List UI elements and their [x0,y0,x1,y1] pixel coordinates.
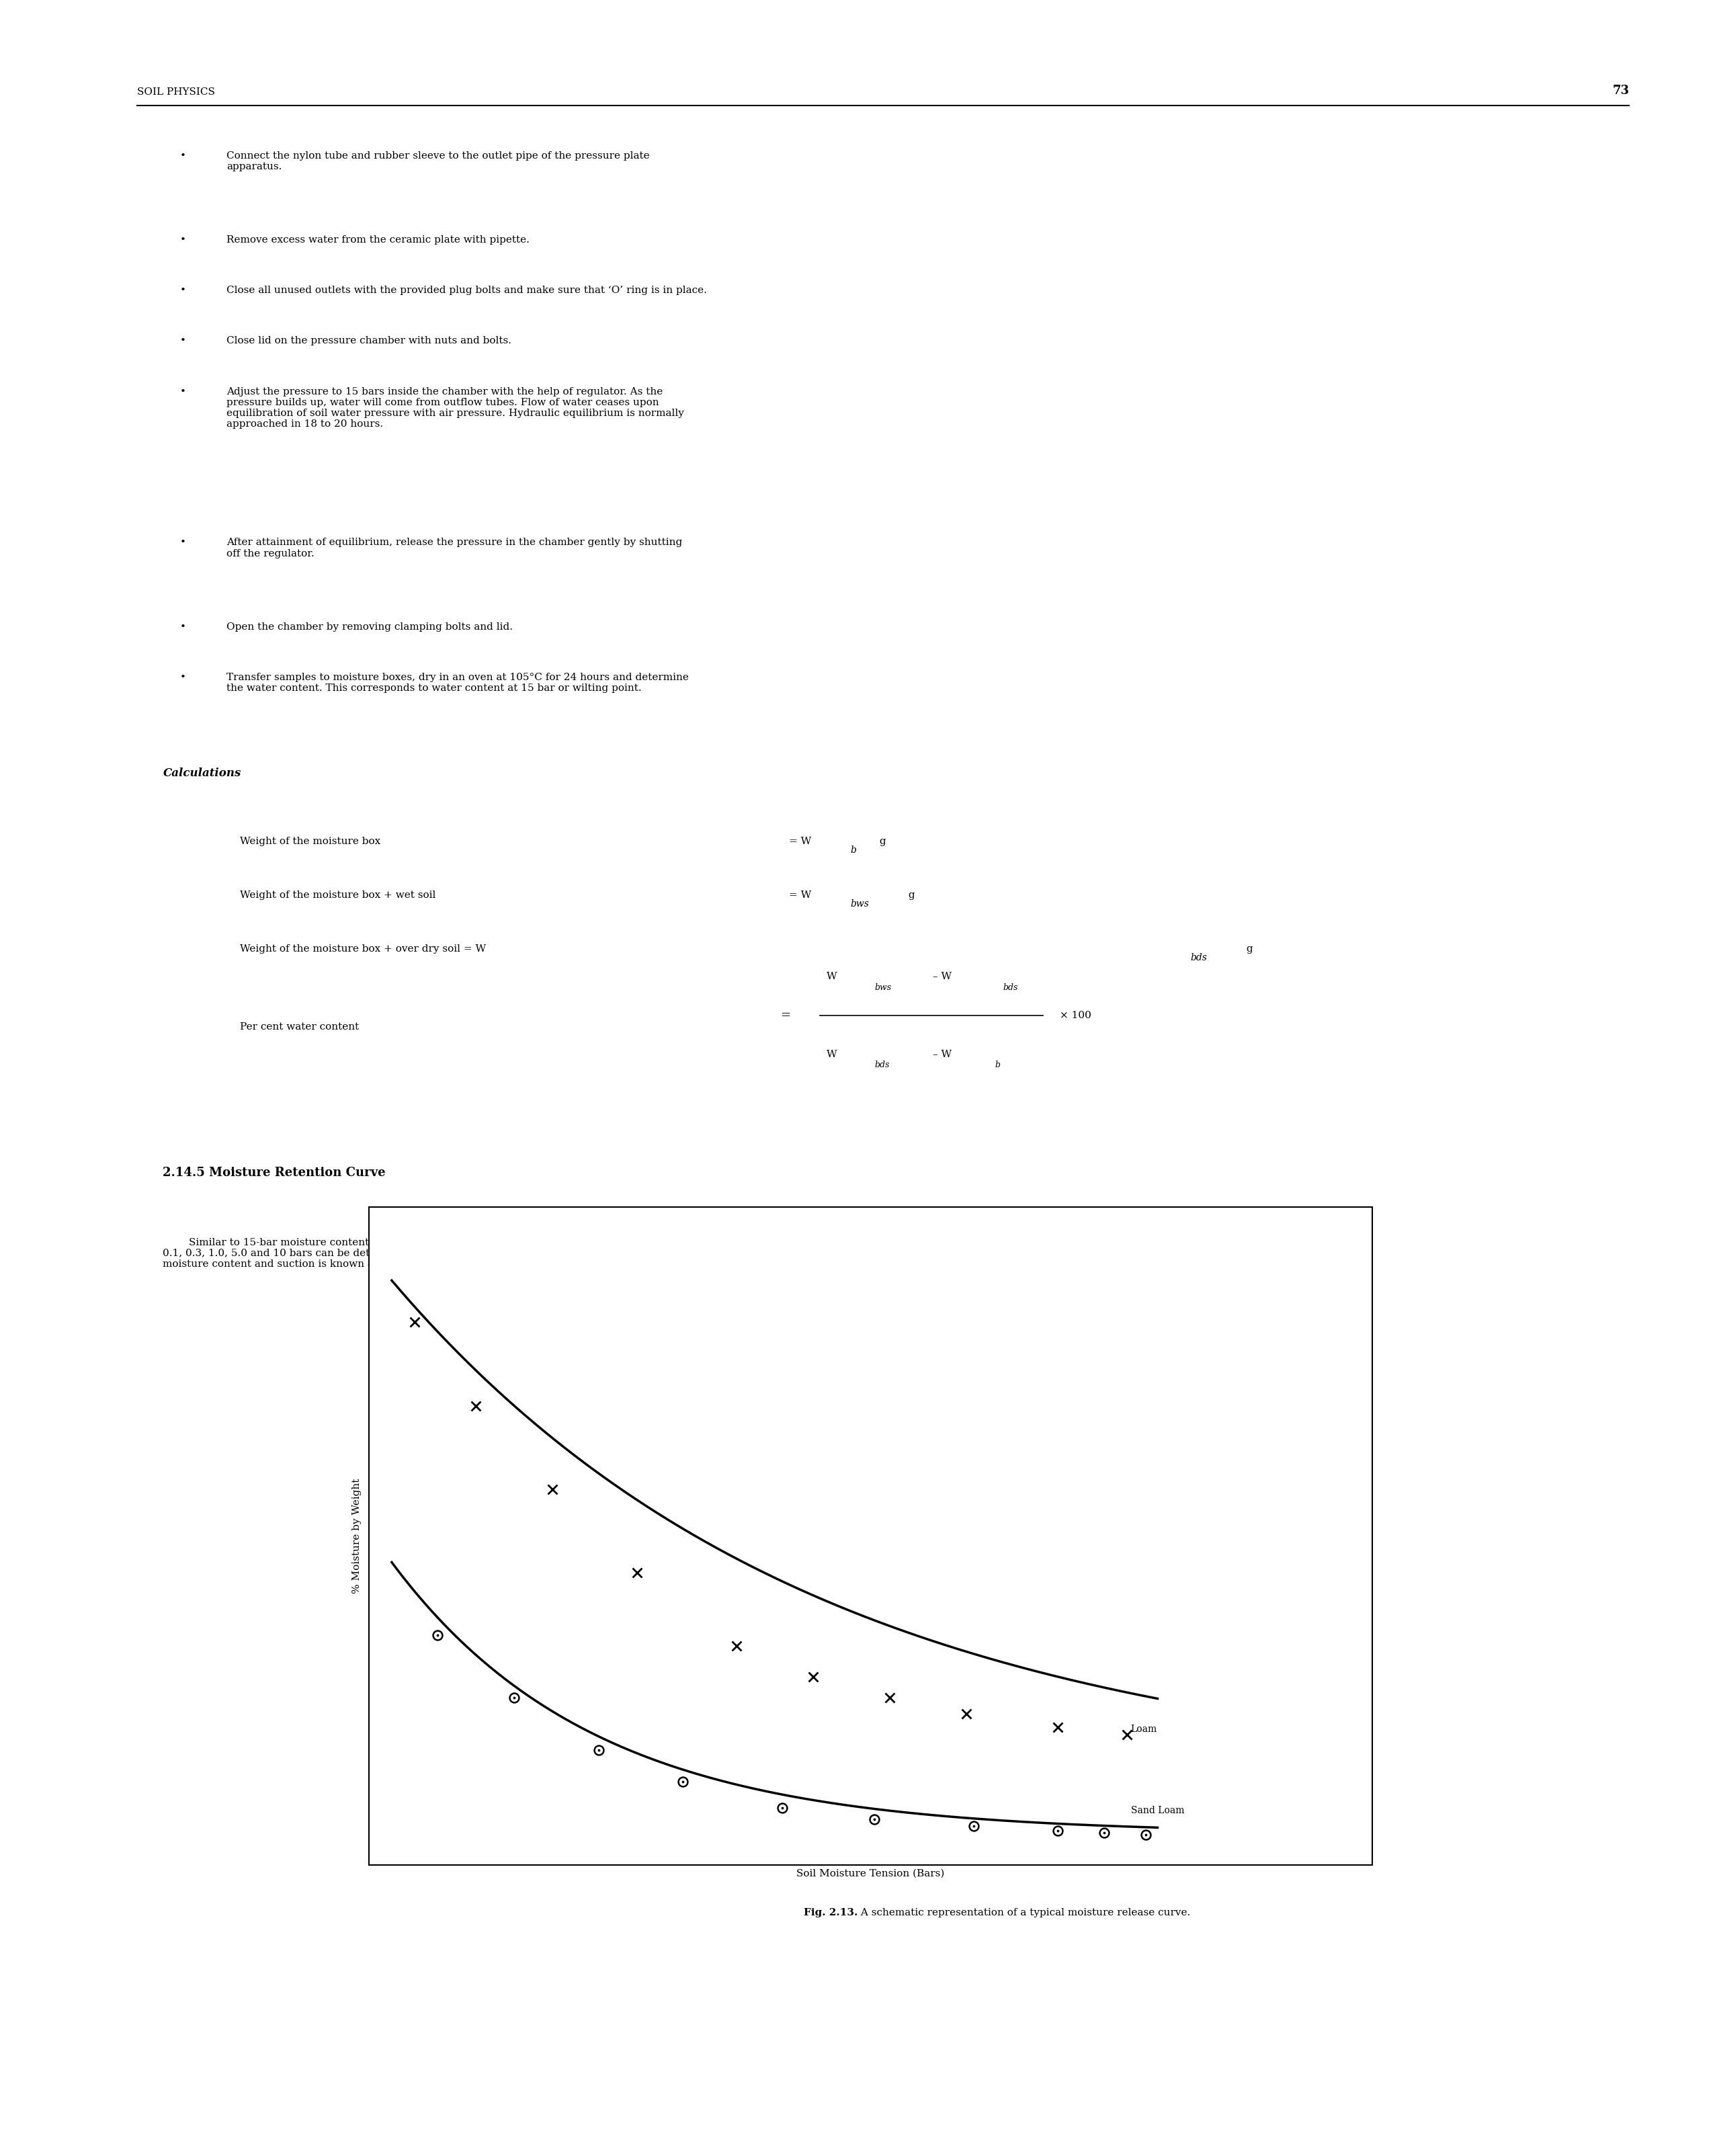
Text: bws: bws [851,899,870,908]
Text: •: • [180,336,185,345]
Text: Remove excess water from the ceramic plate with pipette.: Remove excess water from the ceramic pla… [226,235,530,244]
Text: b: b [851,845,856,854]
Text: × 100: × 100 [1060,1011,1091,1020]
Text: •: • [180,539,185,548]
Text: W: W [827,972,837,981]
Text: Per cent water content: Per cent water content [240,1022,358,1031]
Text: Calculations: Calculations [163,768,242,778]
Text: = W: = W [789,890,811,899]
Text: Similar to 15-bar moisture content, moisture contents at different values of suc: Similar to 15-bar moisture content, mois… [163,1238,652,1268]
Text: •: • [180,287,185,295]
Text: Fig. 2.13.: Fig. 2.13. [804,1908,858,1917]
Text: 2.14.5 Moisture Retention Curve: 2.14.5 Moisture Retention Curve [163,1166,386,1179]
Text: bds: bds [875,1061,890,1069]
Text: b: b [995,1061,1000,1069]
Text: Close lid on the pressure chamber with nuts and bolts.: Close lid on the pressure chamber with n… [226,336,511,345]
Text: Weight of the moisture box: Weight of the moisture box [240,837,381,845]
Y-axis label: % Moisture by Weight: % Moisture by Weight [352,1479,362,1593]
Text: Connect the nylon tube and rubber sleeve to the outlet pipe of the pressure plat: Connect the nylon tube and rubber sleeve… [226,151,650,170]
Text: bws: bws [875,983,892,992]
Text: bds: bds [1190,953,1207,962]
Text: Weight of the moisture box + over dry soil = W: Weight of the moisture box + over dry so… [240,944,485,953]
Text: •: • [180,623,185,632]
Text: Close all unused outlets with the provided plug bolts and make sure that ‘O’ rin: Close all unused outlets with the provid… [226,287,707,295]
Text: =: = [780,1009,791,1022]
Text: A schematic representation of a typical moisture release curve.: A schematic representation of a typical … [858,1908,1190,1917]
Text: – W: – W [933,1050,952,1059]
Text: 73: 73 [1612,84,1629,97]
Text: Open the chamber by removing clamping bolts and lid.: Open the chamber by removing clamping bo… [226,623,513,632]
Text: bds: bds [1003,983,1019,992]
X-axis label: Soil Moisture Tension (Bars): Soil Moisture Tension (Bars) [796,1869,945,1878]
Text: g: g [906,890,916,899]
Text: g: g [1243,944,1254,953]
Text: Sand Loam: Sand Loam [1130,1807,1183,1815]
Text: Loam: Loam [1130,1725,1158,1733]
Text: •: • [180,151,185,160]
Text: = W: = W [789,837,811,845]
Text: After attainment of equilibrium, release the pressure in the chamber gently by s: After attainment of equilibrium, release… [226,539,683,558]
Text: Adjust the pressure to 15 bars inside the chamber with the help of regulator. As: Adjust the pressure to 15 bars inside th… [226,388,684,429]
Text: •: • [180,673,185,681]
Text: •: • [180,235,185,244]
Text: Transfer samples to moisture boxes, dry in an oven at 105°C for 24 hours and det: Transfer samples to moisture boxes, dry … [226,673,689,692]
Text: Weight of the moisture box + wet soil: Weight of the moisture box + wet soil [240,890,436,899]
Text: •: • [180,388,185,397]
Text: g: g [876,837,887,845]
Text: – W: – W [933,972,952,981]
Text: SOIL PHYSICS: SOIL PHYSICS [137,88,214,97]
Text: W: W [827,1050,837,1059]
